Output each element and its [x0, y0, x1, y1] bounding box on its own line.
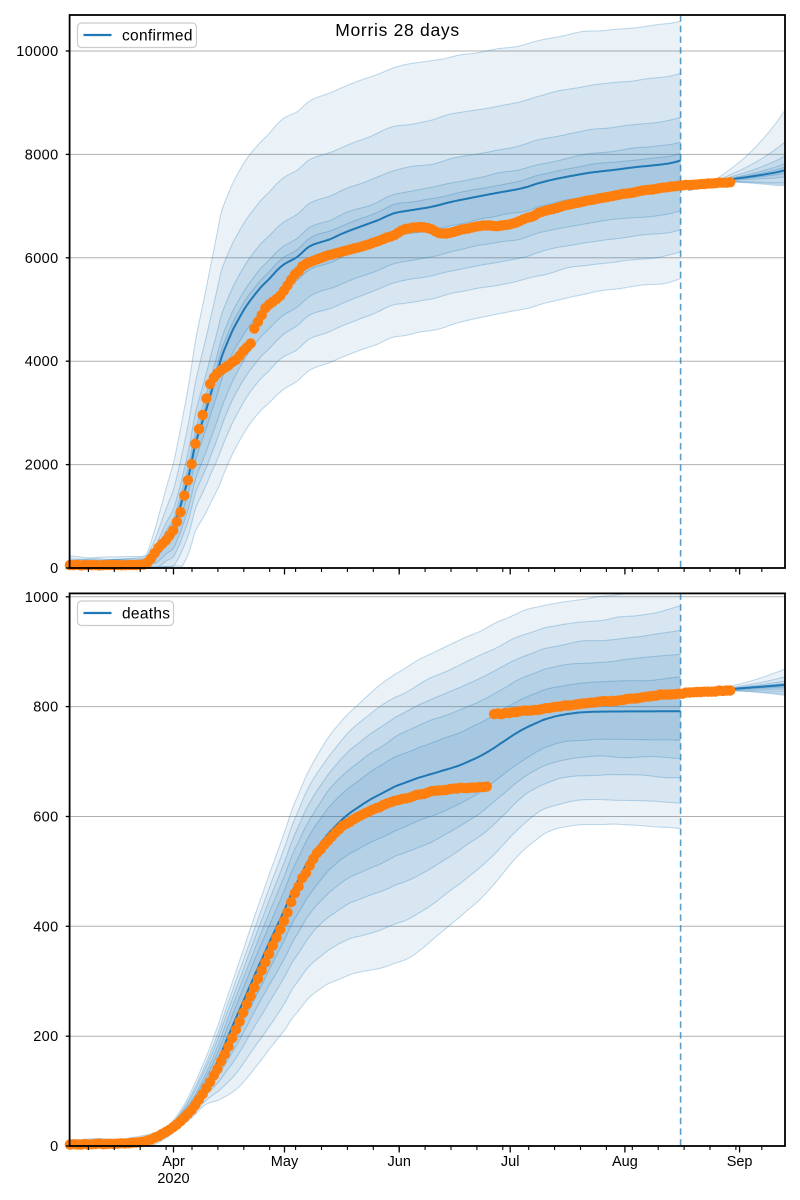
svg-text:deaths: deaths — [122, 606, 170, 623]
svg-text:2020: 2020 — [157, 1171, 189, 1187]
svg-text:800: 800 — [33, 700, 58, 716]
svg-text:1000: 1000 — [25, 590, 59, 606]
svg-text:Jun: Jun — [388, 1154, 411, 1170]
svg-text:10000: 10000 — [16, 44, 58, 60]
svg-text:Aug: Aug — [612, 1154, 638, 1170]
svg-text:Jul: Jul — [501, 1154, 520, 1170]
svg-text:200: 200 — [33, 1029, 58, 1045]
svg-text:Apr: Apr — [162, 1154, 185, 1170]
svg-text:Morris 28 days: Morris 28 days — [335, 20, 460, 40]
svg-text:8000: 8000 — [25, 147, 59, 163]
svg-text:0: 0 — [50, 1139, 58, 1155]
svg-text:2000: 2000 — [25, 458, 59, 474]
svg-text:0: 0 — [50, 561, 58, 577]
svg-text:4000: 4000 — [25, 354, 59, 370]
svg-text:400: 400 — [33, 919, 58, 935]
svg-text:May: May — [271, 1154, 299, 1170]
svg-text:6000: 6000 — [25, 251, 59, 267]
svg-text:600: 600 — [33, 810, 58, 826]
svg-text:Sep: Sep — [727, 1154, 753, 1170]
svg-text:confirmed: confirmed — [122, 28, 193, 45]
